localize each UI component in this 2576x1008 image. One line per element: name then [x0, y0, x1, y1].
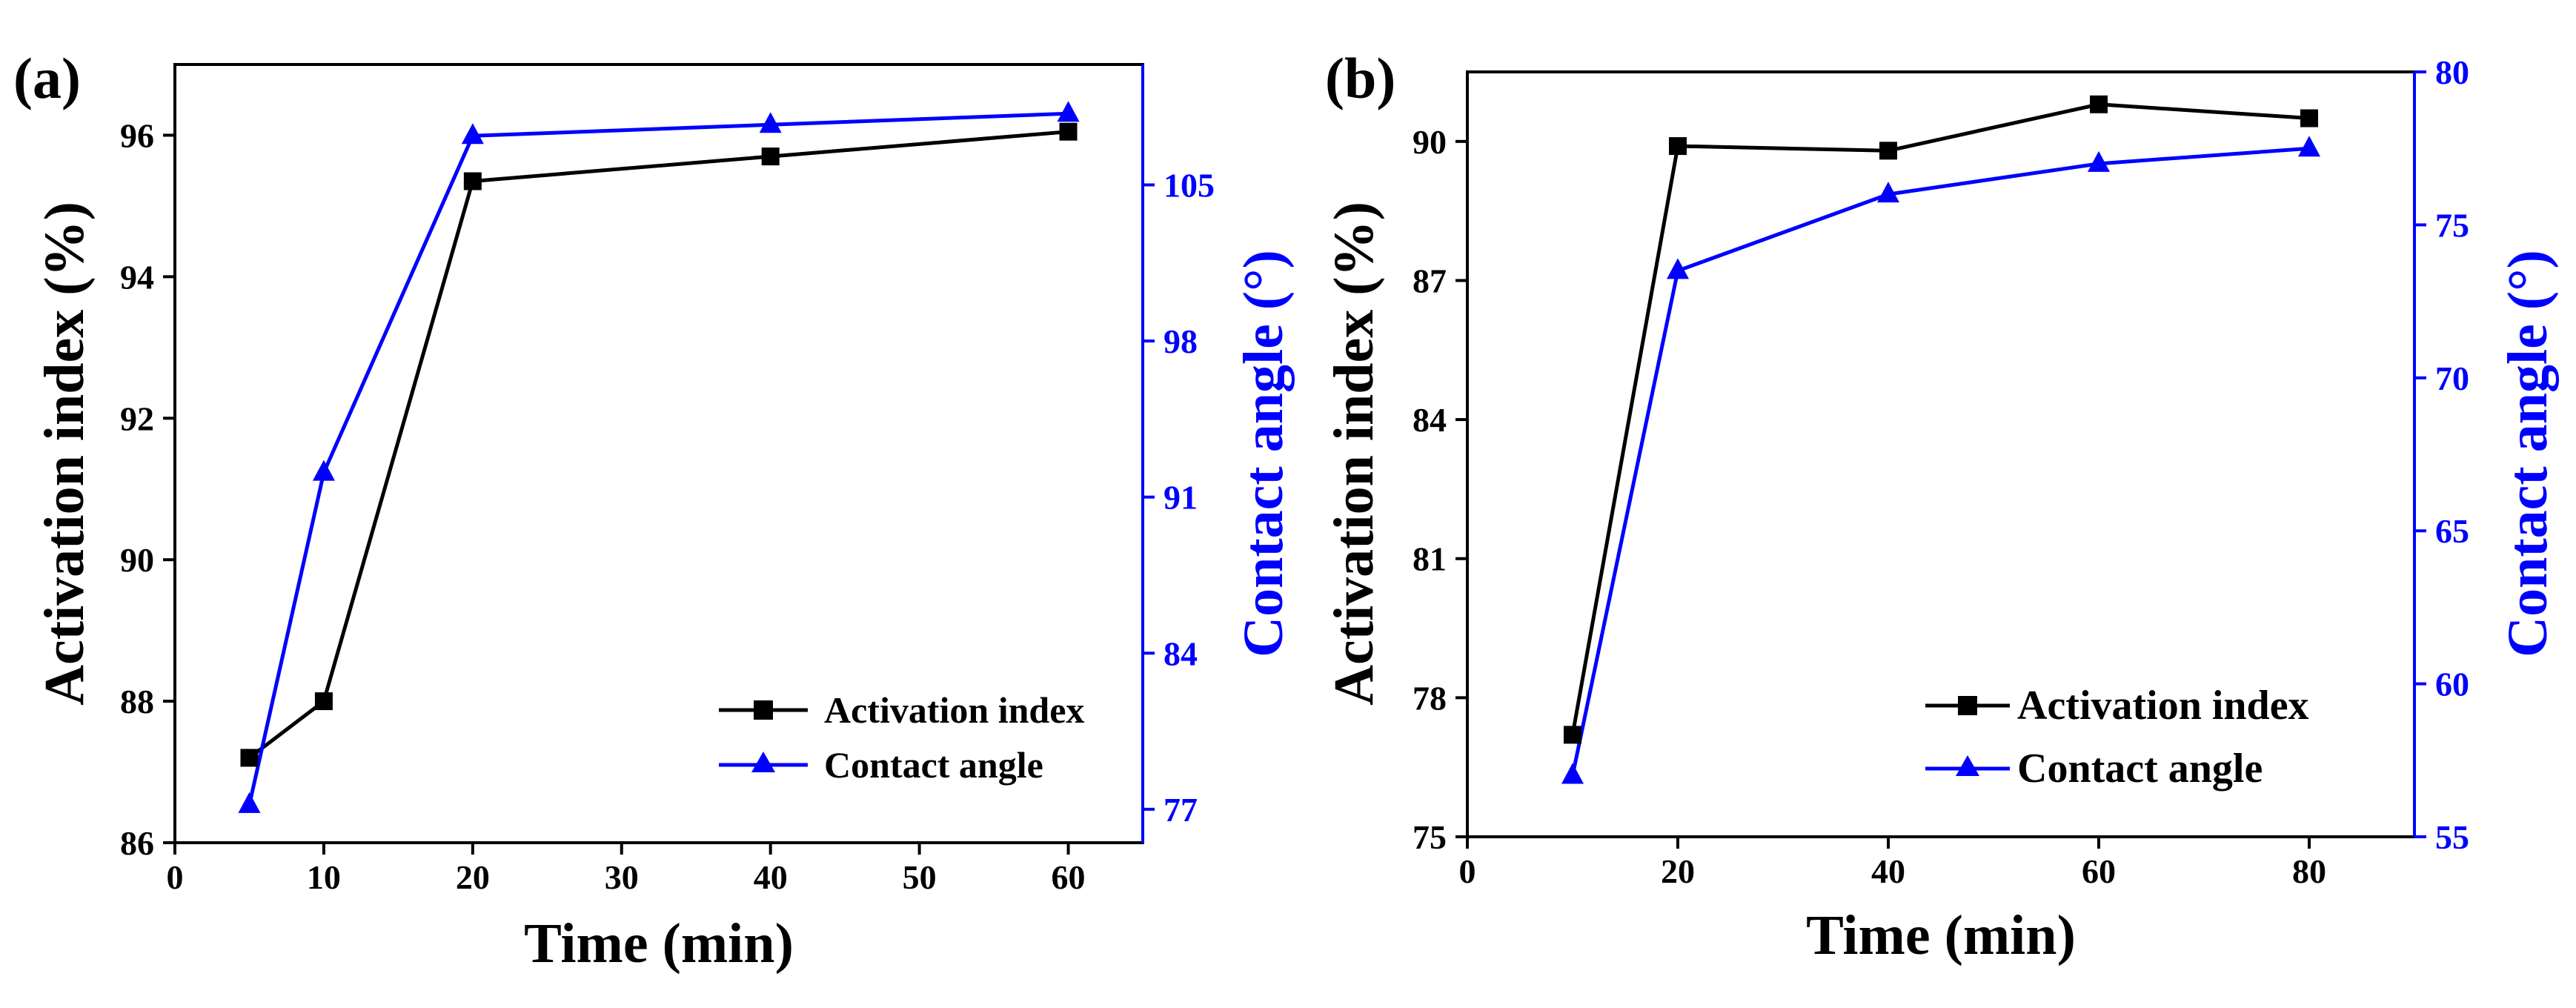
- panel-label-a: (a): [13, 46, 81, 110]
- data-point-triangle: [461, 123, 484, 145]
- data-point-square: [1564, 726, 1581, 744]
- y-axis-title-b: Activation index (%): [1323, 202, 1385, 706]
- x-tick-label: 30: [605, 858, 639, 896]
- y-tick-label: 90: [120, 541, 154, 579]
- x-tick-label: 0: [1459, 852, 1476, 890]
- y2-ticks-b: 55 60 65 70 75 80: [2414, 53, 2469, 856]
- data-point-square: [2090, 95, 2108, 113]
- y2-tick-label: 75: [2435, 206, 2469, 244]
- data-point-triangle: [759, 112, 782, 133]
- x-axis-title-a: Time (min): [524, 912, 794, 975]
- y-tick-label: 84: [1413, 401, 1447, 439]
- y-tick-label: 88: [120, 683, 154, 720]
- legend-marker-square-b: [1958, 696, 1977, 715]
- y2-ticks-a: 77 84 91 98 105: [1143, 166, 1215, 829]
- data-point-triangle: [238, 792, 261, 813]
- y-ticks-b: 75 78 81 84 87 90: [1413, 123, 1467, 856]
- legend-marker-square-a: [754, 700, 773, 720]
- x-tick-label: 60: [2082, 852, 2116, 890]
- y2-axis-title-a: Contact angle (°): [1232, 250, 1295, 657]
- data-point-square: [240, 749, 259, 767]
- y2-tick-label: 91: [1163, 479, 1198, 517]
- y-tick-label: 81: [1413, 540, 1447, 578]
- data-point-triangle: [2298, 136, 2320, 157]
- legend-label-contact-a: Contact angle: [824, 744, 1043, 786]
- data-point-triangle: [1057, 101, 1080, 122]
- legend-marker-triangle-a: [751, 752, 775, 772]
- y-tick-label: 90: [1413, 123, 1447, 161]
- data-point-square: [761, 147, 780, 166]
- x-tick-label: 40: [1871, 852, 1905, 890]
- data-point-square: [463, 172, 482, 190]
- x-tick-label: 80: [2292, 852, 2326, 890]
- data-point-triangle: [312, 460, 335, 481]
- x-ticks-b: 0 20 40 60 80: [1459, 837, 2326, 890]
- data-point-square: [1879, 142, 1897, 160]
- x-tick-label: 10: [307, 858, 341, 896]
- data-point-square: [1669, 137, 1687, 156]
- data-point-square: [314, 692, 333, 711]
- data-point-triangle: [1667, 258, 1689, 279]
- x-tick-label: 60: [1052, 858, 1086, 896]
- y-axis-title-a: Activation index (%): [33, 202, 96, 706]
- y-tick-label: 92: [120, 399, 154, 437]
- legend-label-contact-b: Contact angle: [2017, 746, 2263, 792]
- data-point-triangle: [1877, 182, 1899, 203]
- x-tick-label: 20: [1661, 852, 1695, 890]
- chart-panel-a: (a) 0 10 20 30 40 50 60 86 88 90 92 94 96 77 84 91 98 1…: [13, 46, 1295, 975]
- x-tick-label: 0: [167, 858, 184, 896]
- legend-label-activation-a: Activation index: [824, 689, 1084, 731]
- x-tick-label: 20: [456, 858, 490, 896]
- y-tick-label: 87: [1413, 262, 1447, 299]
- y-tick-label: 75: [1413, 818, 1447, 856]
- y-tick-label: 94: [120, 258, 154, 296]
- data-point-triangle: [1561, 763, 1584, 784]
- y2-tick-label: 105: [1163, 166, 1215, 204]
- y2-tick-label: 80: [2435, 53, 2469, 91]
- x-tick-label: 40: [754, 858, 788, 896]
- panel-label-b: (b): [1325, 46, 1395, 110]
- y-tick-label: 86: [120, 824, 154, 862]
- series-markers-b: [1561, 95, 2320, 784]
- data-point-square: [2300, 109, 2318, 127]
- legend-label-activation-b: Activation index: [2017, 683, 2309, 729]
- y2-tick-label: 84: [1163, 634, 1198, 672]
- legend-marker-triangle-b: [1956, 755, 1979, 776]
- x-axis-title-b: Time (min): [1806, 904, 2076, 966]
- y2-tick-label: 60: [2435, 666, 2469, 703]
- y-tick-label: 96: [120, 116, 154, 154]
- y-ticks-a: 86 88 90 92 94 96: [120, 116, 175, 862]
- y2-axis-title-b: Contact angle (°): [2497, 250, 2559, 657]
- legend-a: Activation index Contact angle: [719, 689, 1084, 786]
- data-point-triangle: [2088, 150, 2110, 172]
- y2-tick-label: 98: [1163, 322, 1198, 360]
- series-markers-a: [238, 101, 1080, 813]
- data-point-square: [1059, 122, 1078, 141]
- y2-tick-label: 55: [2435, 818, 2469, 856]
- legend-b: Activation index Contact angle: [1925, 683, 2309, 792]
- y2-tick-label: 77: [1163, 791, 1198, 829]
- x-tick-label: 50: [903, 858, 937, 896]
- y-tick-label: 78: [1413, 679, 1447, 717]
- y2-tick-label: 70: [2435, 359, 2469, 397]
- x-ticks-a: 0 10 20 30 40 50 60: [167, 843, 1086, 896]
- y2-tick-label: 65: [2435, 512, 2469, 550]
